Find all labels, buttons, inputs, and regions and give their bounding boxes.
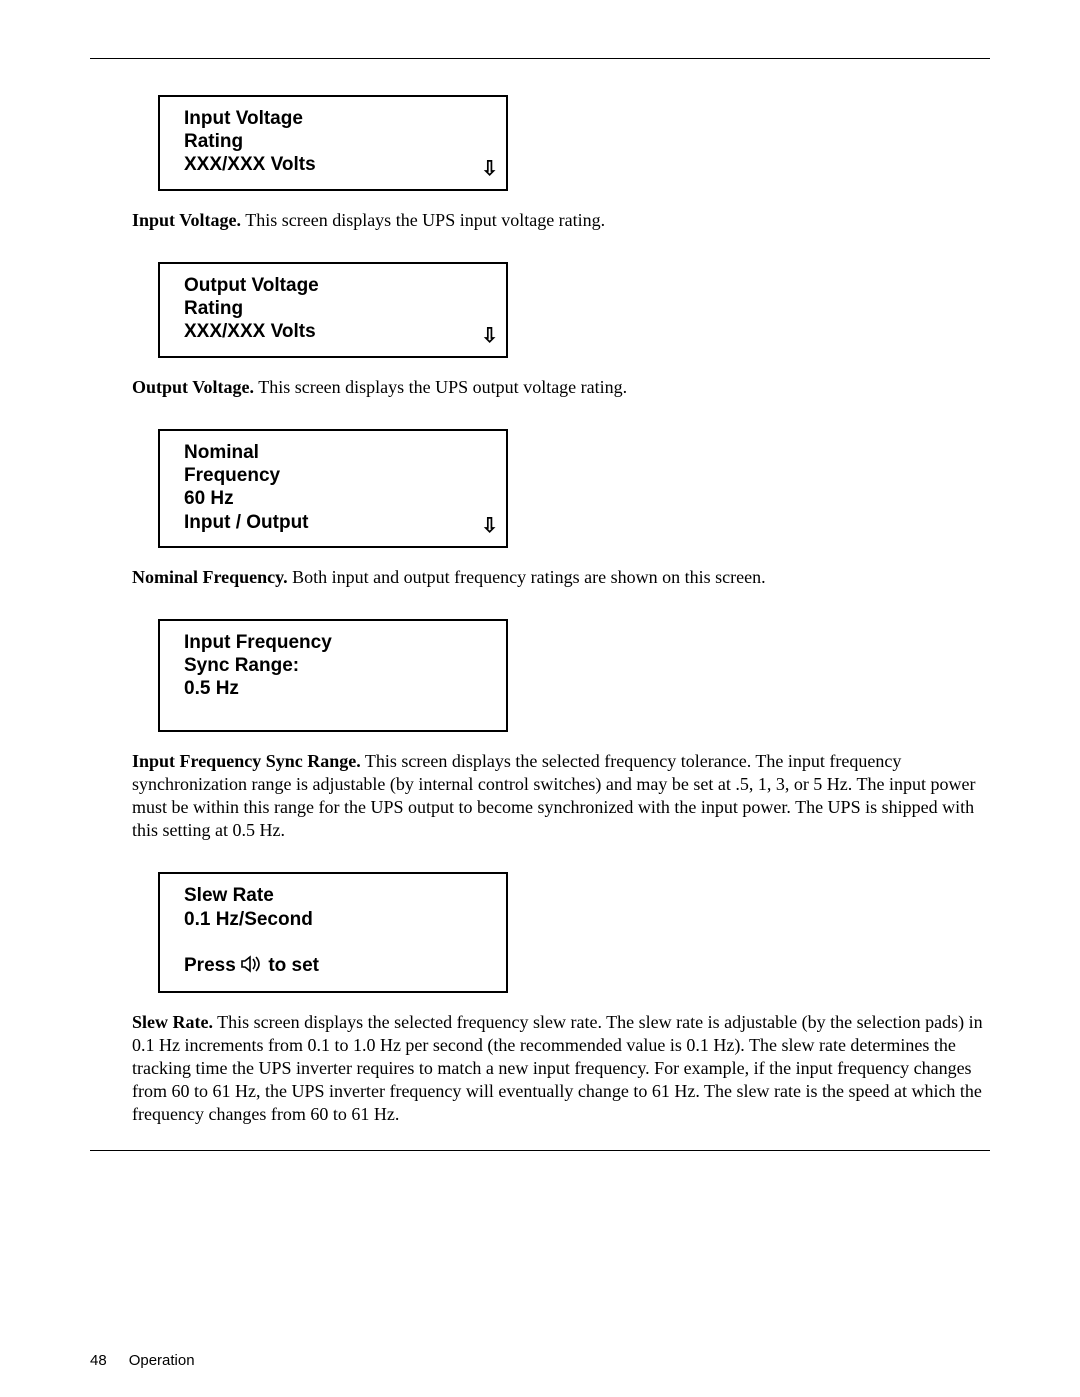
screen-slew-rate: Slew Rate 0.1 Hz/Second Press to set xyxy=(158,872,990,993)
speaker-icon xyxy=(241,955,263,979)
screen-line: Slew Rate xyxy=(184,884,490,907)
screen-line: Input Voltage xyxy=(184,107,490,130)
bottom-rule xyxy=(90,1150,990,1151)
screen-line: Sync Range: xyxy=(184,654,490,677)
desc-output-voltage: Output Voltage. This screen displays the… xyxy=(132,376,990,399)
lcd-screen: Nominal Frequency 60 Hz Input / Output ⇩ xyxy=(158,429,508,548)
desc-input-voltage: Input Voltage. This screen displays the … xyxy=(132,209,990,232)
desc-sync-range: Input Frequency Sync Range. This screen … xyxy=(132,750,990,842)
screen-gap xyxy=(184,931,490,954)
lcd-screen: Input Frequency Sync Range: 0.5 Hz xyxy=(158,619,508,733)
screen-line: Rating xyxy=(184,130,490,153)
screen-line: 0.1 Hz/Second xyxy=(184,908,490,931)
down-arrow-icon: ⇩ xyxy=(481,326,498,346)
screen-line: Nominal xyxy=(184,441,490,464)
screen-line: Rating xyxy=(184,297,490,320)
desc-body: This screen displays the UPS output volt… xyxy=(254,377,627,397)
screen-sync-range: Input Frequency Sync Range: 0.5 Hz xyxy=(158,619,990,733)
desc-lead: Output Voltage. xyxy=(132,377,254,397)
desc-body: Both input and output frequency ratings … xyxy=(288,567,766,587)
screen-output-voltage: Output Voltage Rating XXX/XXX Volts ⇩ xyxy=(158,262,990,358)
desc-slew-rate: Slew Rate. This screen displays the sele… xyxy=(132,1011,990,1126)
lcd-screen: Input Voltage Rating XXX/XXX Volts ⇩ xyxy=(158,95,508,191)
down-arrow-icon: ⇩ xyxy=(481,516,498,536)
top-rule xyxy=(90,58,990,59)
screen-line: Input / Output xyxy=(184,511,490,534)
section-label: Operation xyxy=(129,1352,195,1369)
screen-input-voltage: Input Voltage Rating XXX/XXX Volts ⇩ xyxy=(158,95,990,191)
desc-lead: Input Voltage. xyxy=(132,210,241,230)
page-number: 48 xyxy=(90,1352,107,1369)
desc-body: This screen displays the UPS input volta… xyxy=(241,210,605,230)
press-label-post: to set xyxy=(263,955,319,976)
desc-lead: Input Frequency Sync Range. xyxy=(132,751,361,771)
desc-lead: Nominal Frequency. xyxy=(132,567,288,587)
page-content: Input Voltage Rating XXX/XXX Volts ⇩ Inp… xyxy=(132,95,990,1126)
page-footer: 48 Operation xyxy=(90,1352,195,1369)
down-arrow-icon: ⇩ xyxy=(481,159,498,179)
screen-line: 60 Hz xyxy=(184,487,490,510)
screen-line: 0.5 Hz xyxy=(184,677,490,700)
screen-line: Output Voltage xyxy=(184,274,490,297)
screen-nominal-frequency: Nominal Frequency 60 Hz Input / Output ⇩ xyxy=(158,429,990,548)
lcd-screen: Output Voltage Rating XXX/XXX Volts ⇩ xyxy=(158,262,508,358)
desc-lead: Slew Rate. xyxy=(132,1012,213,1032)
screen-line: Press to set xyxy=(184,954,490,979)
screen-line: Frequency xyxy=(184,464,490,487)
screen-line: Input Frequency xyxy=(184,631,490,654)
desc-body: This screen displays the selected freque… xyxy=(132,1012,983,1124)
lcd-screen: Slew Rate 0.1 Hz/Second Press to set xyxy=(158,872,508,993)
press-label-pre: Press xyxy=(184,955,241,976)
screen-line: XXX/XXX Volts xyxy=(184,320,490,343)
screen-line: XXX/XXX Volts xyxy=(184,153,490,176)
desc-nominal-frequency: Nominal Frequency. Both input and output… xyxy=(132,566,990,589)
